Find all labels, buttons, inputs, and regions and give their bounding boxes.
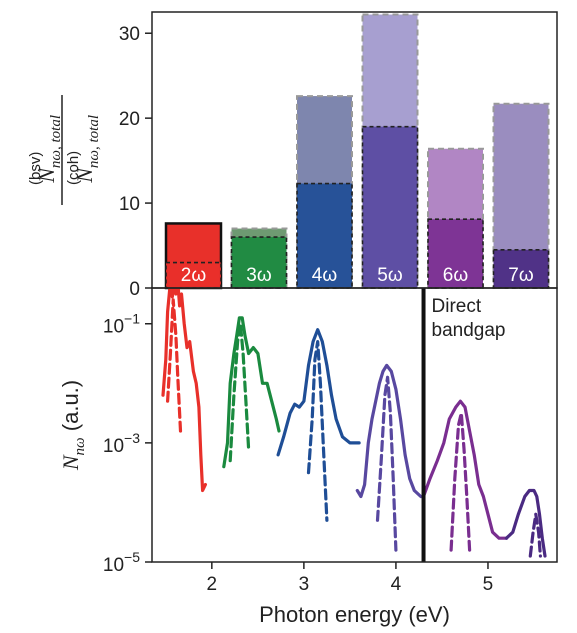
bar-label-4w: 4ω xyxy=(312,265,338,286)
bar-coherent-outline-6w xyxy=(427,218,484,289)
bar-label-2w: 2ω xyxy=(181,265,207,286)
bar-coherent-outline-5w xyxy=(361,125,419,289)
spectrum-line-10 xyxy=(449,411,472,552)
ytick-label-bottom-−3: 10−3 xyxy=(103,430,140,457)
spectrum-line-9 xyxy=(421,399,508,540)
ylabel-denominator: Nnω, total(coh) xyxy=(65,115,102,185)
spectrum-line-3 xyxy=(222,316,281,469)
spectrum-line-8 xyxy=(375,375,398,552)
spectrum-line-7 xyxy=(355,363,423,499)
ylabel-bottom: Nnω (a.u.) xyxy=(58,380,88,471)
ylabel-top: Nnω, total(bsv) Nnω, total(coh) xyxy=(27,95,102,205)
bar-label-6w: 6ω xyxy=(443,265,469,286)
ytick-label-bottom-−1: 10−1 xyxy=(103,311,140,338)
bar-coherent-outline-4w xyxy=(296,182,353,289)
ytick-label-top-10: 10 xyxy=(119,194,140,215)
xlabel: Photon energy (eV) xyxy=(259,602,450,627)
ytick-label-top-0: 0 xyxy=(129,279,140,300)
ytick-label-bottom-−5: 10−5 xyxy=(103,549,140,576)
bottom-axes-frame xyxy=(151,287,558,563)
spectrum-line-4 xyxy=(228,322,251,463)
axes-frames xyxy=(151,11,558,563)
bar-coherent-7w xyxy=(493,249,549,288)
bar-coherent-2w xyxy=(166,262,221,288)
ytick-label-top-30: 30 xyxy=(119,24,140,45)
xtick-label-2: 2 xyxy=(207,574,218,595)
bar-panel: 2ω 3ω 4ω 5ω 6ω 7ω 0 10 20 30 Nnω, total(bsv) Nnω, t… xyxy=(27,13,550,300)
spectrum-panel: Direct bandgap 2 3 4 5 Photon energy (eV) 10−1 1… xyxy=(58,280,547,627)
ytick-label-top-20: 20 xyxy=(119,109,140,130)
bar-coherent-4w xyxy=(297,183,352,288)
ylabel-numerator: Nnω, total(bsv) xyxy=(27,115,64,185)
bar-label-3w: 3ω xyxy=(246,265,272,286)
bar-label-5w: 5ω xyxy=(377,265,403,286)
spectrum-line-6 xyxy=(306,340,329,522)
bandgap-label-2: bandgap xyxy=(432,320,506,341)
bar-coherent-3w xyxy=(231,237,287,288)
spectrum-line-12 xyxy=(528,512,542,558)
bar-coherent-5w xyxy=(362,126,418,289)
spectrum-line-5 xyxy=(276,328,361,457)
xtick-label-3: 3 xyxy=(299,574,310,595)
xtick-label-4: 4 xyxy=(391,574,402,595)
spectrum-line-11 xyxy=(504,488,547,558)
bar-coherent-6w xyxy=(428,219,483,288)
spectrum-line-1 xyxy=(161,280,207,493)
bandgap-label-1: Direct xyxy=(432,296,482,317)
bar-label-7w: 7ω xyxy=(508,265,534,286)
xtick-label-5: 5 xyxy=(483,574,494,595)
spectrum-line-2 xyxy=(166,298,183,433)
